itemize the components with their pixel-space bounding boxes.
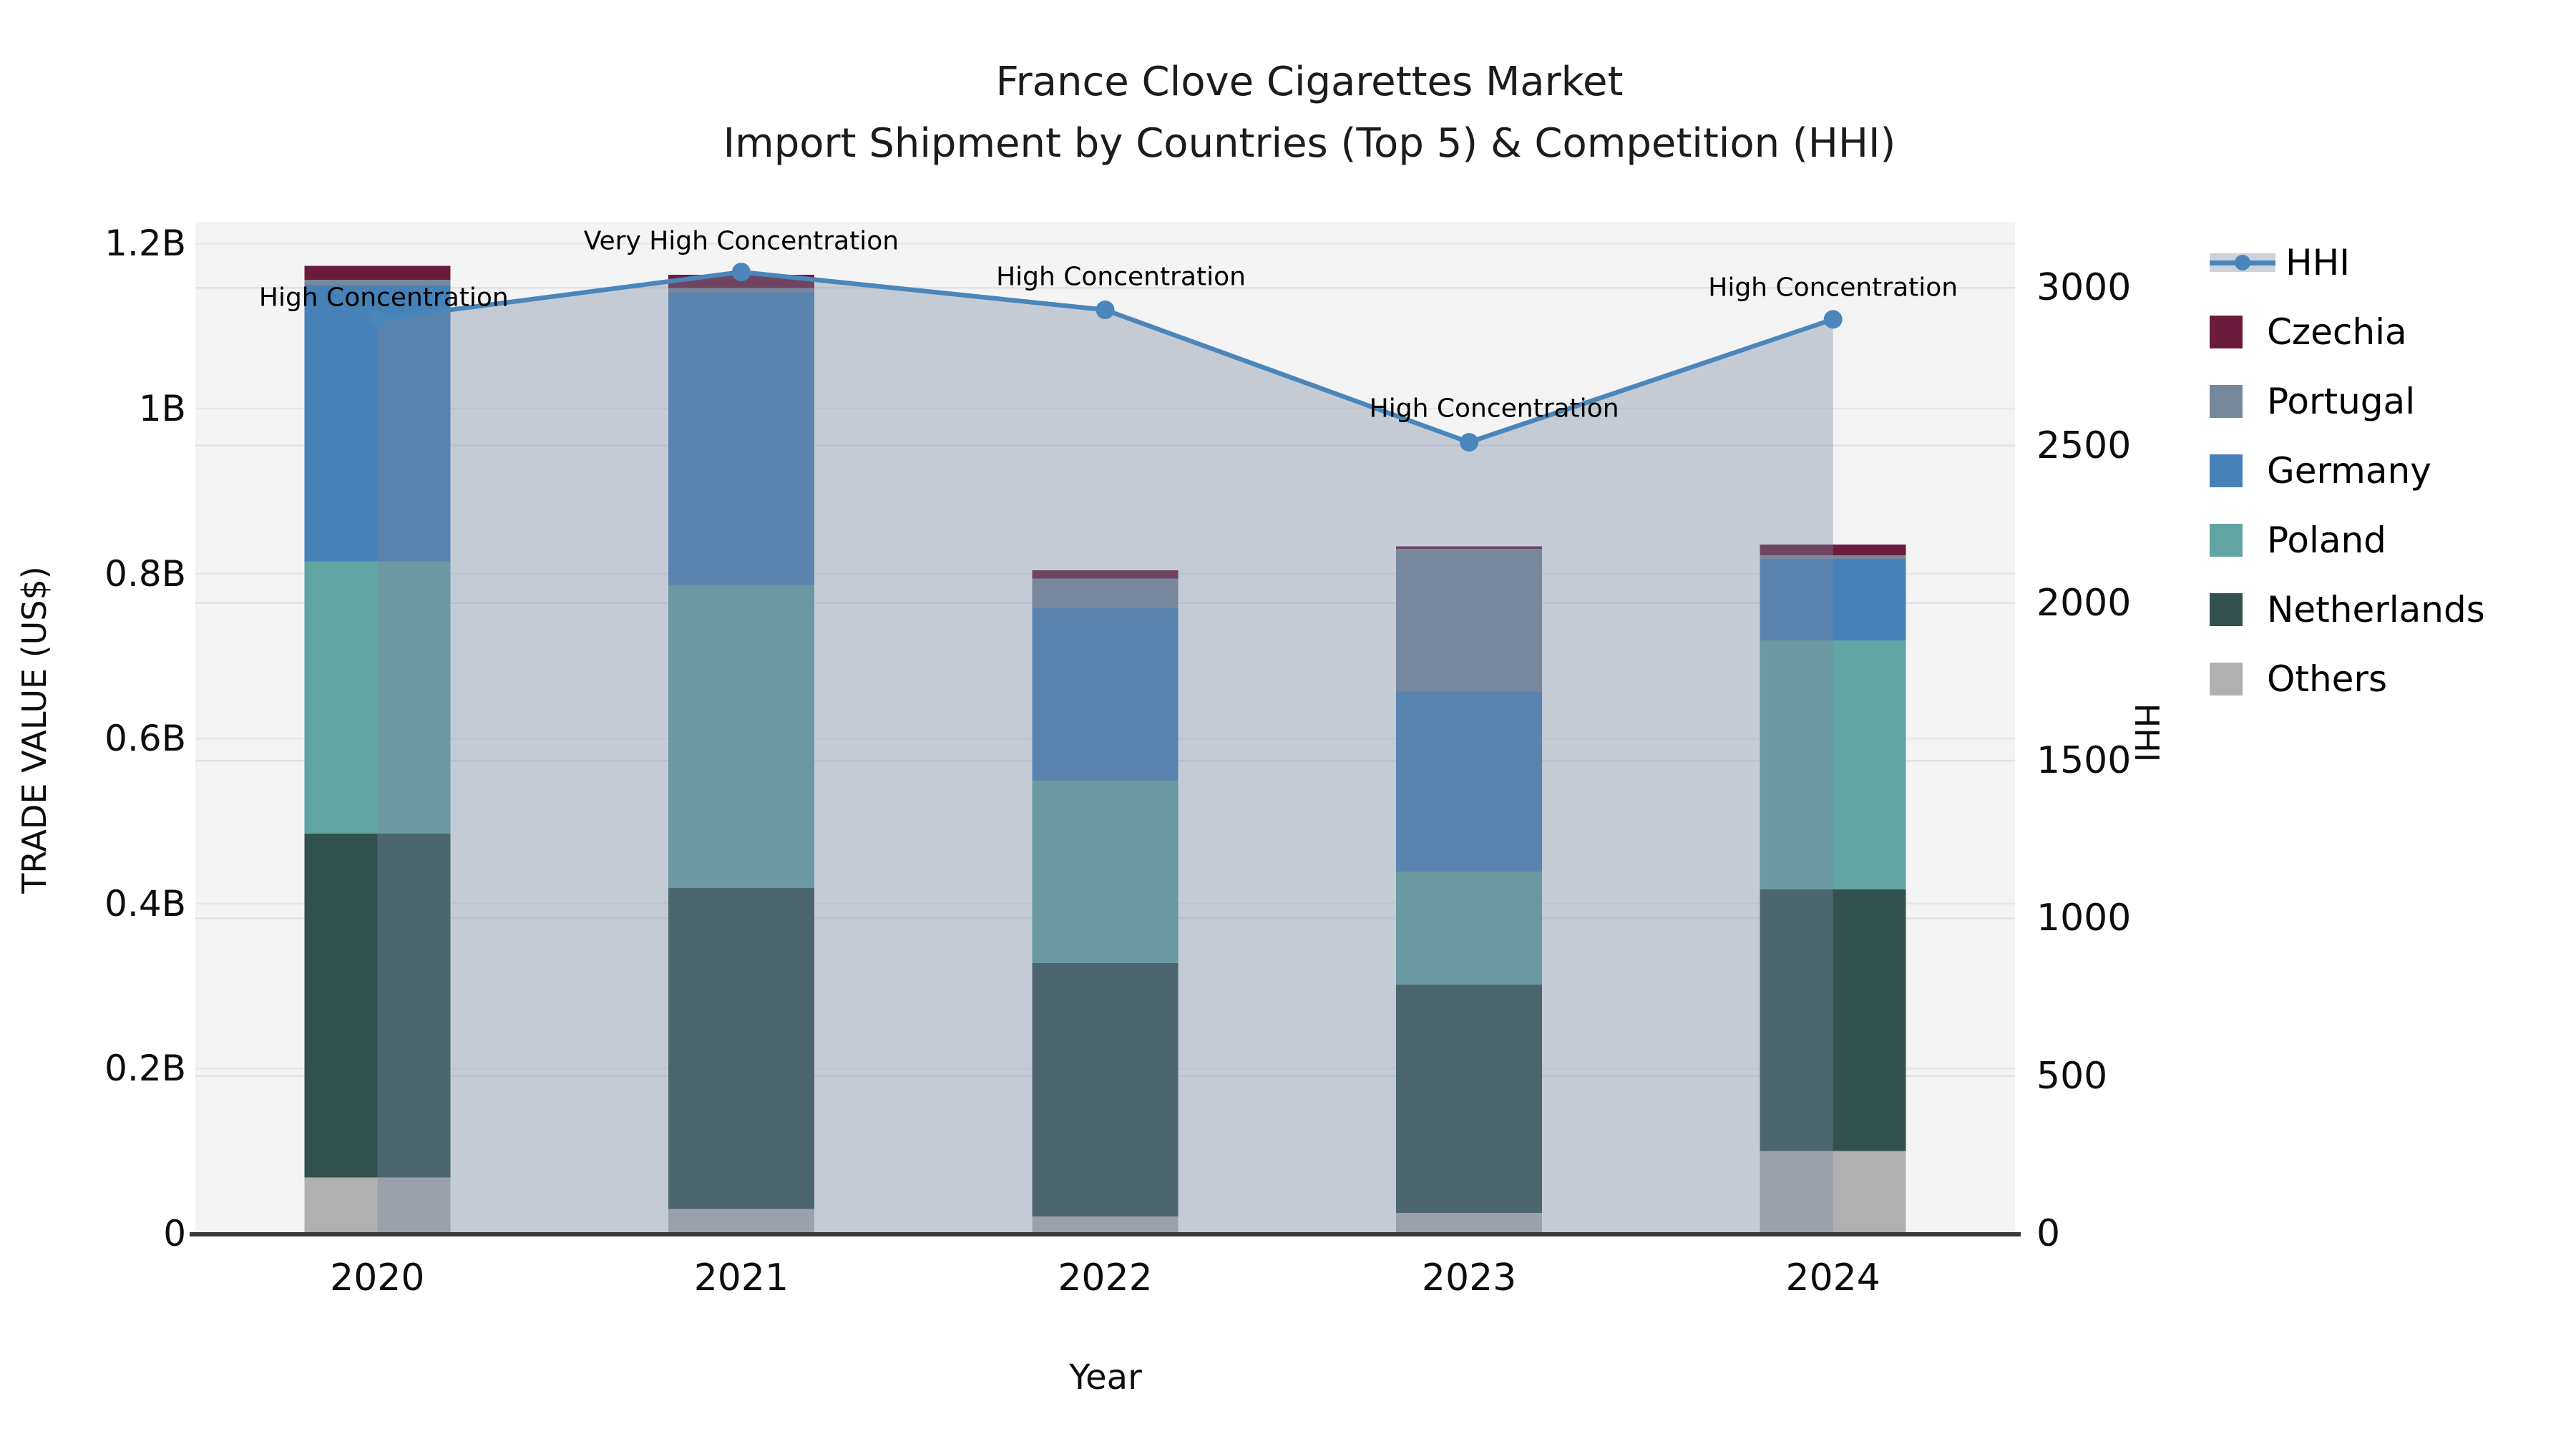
portugal-swatch-icon — [2210, 384, 2243, 418]
left-tick-0.4B: 0.4B — [104, 882, 186, 924]
left-tick-1B: 1B — [138, 388, 186, 429]
bar-segment-2022-portugal — [1032, 578, 1179, 609]
right-tick-1500: 1500 — [2036, 739, 2132, 783]
hhi-marker-swatch — [2235, 254, 2250, 270]
bar-segment-2023-others — [1396, 1213, 1543, 1234]
right-tick-2500: 2500 — [2036, 424, 2132, 467]
bar-segment-2021-netherlands — [668, 887, 814, 1209]
bar-segment-2023-czechia — [1396, 546, 1543, 550]
annotation-2023: High Concentration — [1369, 394, 1619, 424]
bar-segment-2023-germany — [1396, 691, 1543, 872]
bar-segment-2021-others — [668, 1209, 814, 1234]
legend-item-netherlands: Netherlands — [2210, 575, 2485, 644]
bar-segment-2024-netherlands — [1760, 889, 1906, 1151]
poland-swatch-icon — [2210, 523, 2243, 557]
bar-segment-2024-poland — [1760, 640, 1906, 890]
bar-segment-2020-netherlands — [304, 833, 451, 1178]
hhi-marker-2023 — [1460, 433, 1479, 452]
legend-label-hhi: HHI — [2285, 241, 2350, 283]
legend-label-portugal: Portugal — [2267, 380, 2416, 422]
bar-segment-2024-portugal — [1760, 555, 1906, 559]
legend-label-czechia: Czechia — [2267, 311, 2407, 353]
hhi-marker-2022 — [1096, 301, 1115, 320]
bar-segment-2020-czechia — [304, 265, 451, 280]
legend-item-hhi: HHI — [2210, 228, 2485, 297]
annotation-2020: High Concentration — [258, 283, 509, 313]
right-tick-500: 500 — [2036, 1054, 2108, 1098]
bar-segment-2022-poland — [1032, 781, 1179, 963]
legend-item-others: Others — [2210, 644, 2485, 713]
bar-segment-2024-germany — [1760, 558, 1906, 640]
bar-segment-2022-others — [1032, 1216, 1179, 1234]
x-axis-title: Year — [1069, 1357, 1142, 1397]
bar-segment-2022-czechia — [1032, 570, 1179, 579]
legend-item-czechia: Czechia — [2210, 297, 2485, 366]
left-tick-0.8B: 0.8B — [104, 552, 186, 595]
bar-segment-2023-portugal — [1396, 549, 1543, 692]
annotation-2021: Very High Concentration — [583, 226, 899, 256]
bar-segment-2021-germany — [668, 292, 814, 585]
annotation-2024: High Concentration — [1708, 273, 1958, 303]
bar-segment-2020-portugal — [304, 280, 451, 286]
right-tick-1000: 1000 — [2036, 897, 2132, 940]
left-tick-0.6B: 0.6B — [104, 718, 186, 760]
hhi-area — [377, 272, 1833, 1234]
hhi-marker-2024 — [1823, 310, 1843, 329]
bar-segment-2023-netherlands — [1396, 984, 1543, 1214]
right-axis-title: HHI — [2127, 703, 2166, 763]
x-tick-2021: 2021 — [693, 1257, 789, 1299]
bar-segment-2024-others — [1760, 1151, 1906, 1234]
x-tick-2022: 2022 — [1058, 1257, 1153, 1299]
right-tick-3000: 3000 — [2036, 266, 2132, 310]
left-tick-0.2B: 0.2B — [104, 1048, 186, 1090]
hhi-legend-swatch-icon — [2210, 250, 2275, 275]
legend-item-poland: Poland — [2210, 505, 2485, 575]
bar-segment-2020-germany — [304, 286, 451, 562]
hhi-marker-2020 — [368, 310, 387, 329]
x-tick-2020: 2020 — [330, 1257, 425, 1299]
bar-segment-2021-poland — [668, 585, 814, 888]
legend-label-poland: Poland — [2267, 519, 2386, 561]
legend: HHI Czechia Portugal Germany Poland Netherlan… — [2210, 228, 2485, 713]
bar-segment-2020-poland — [304, 561, 451, 834]
bar-segment-2021-portugal — [668, 288, 814, 293]
legend-label-germany: Germany — [2267, 449, 2431, 492]
right-tick-0: 0 — [2036, 1212, 2061, 1255]
legend-label-netherlands: Netherlands — [2267, 588, 2485, 630]
bar-segment-2020-others — [304, 1177, 451, 1234]
left-tick-1.2B: 1.2B — [104, 223, 186, 265]
right-tick-2000: 2000 — [2036, 581, 2132, 625]
chart-title-line1: France Clove Cigarettes Market — [995, 59, 1624, 105]
x-tick-2024: 2024 — [1785, 1257, 1880, 1299]
x-axis-line — [190, 1232, 2021, 1236]
others-swatch-icon — [2210, 662, 2243, 696]
czechia-swatch-icon — [2210, 315, 2243, 348]
germany-swatch-icon — [2210, 454, 2243, 487]
bar-segment-2022-netherlands — [1032, 962, 1179, 1216]
netherlands-swatch-icon — [2210, 592, 2243, 626]
legend-label-others: Others — [2267, 658, 2388, 700]
bar-segment-2022-germany — [1032, 608, 1179, 781]
legend-item-germany: Germany — [2210, 436, 2485, 505]
annotation-2022: High Concentration — [996, 262, 1246, 292]
chart-title-line2: Import Shipment by Countries (Top 5) & C… — [723, 120, 1896, 167]
legend-item-portugal: Portugal — [2210, 366, 2485, 436]
hhi-marker-2021 — [731, 263, 751, 282]
x-tick-2023: 2023 — [1421, 1257, 1517, 1299]
bar-segment-2023-poland — [1396, 871, 1543, 985]
left-tick-0: 0 — [163, 1213, 186, 1254]
bar-segment-2024-czechia — [1760, 545, 1906, 556]
